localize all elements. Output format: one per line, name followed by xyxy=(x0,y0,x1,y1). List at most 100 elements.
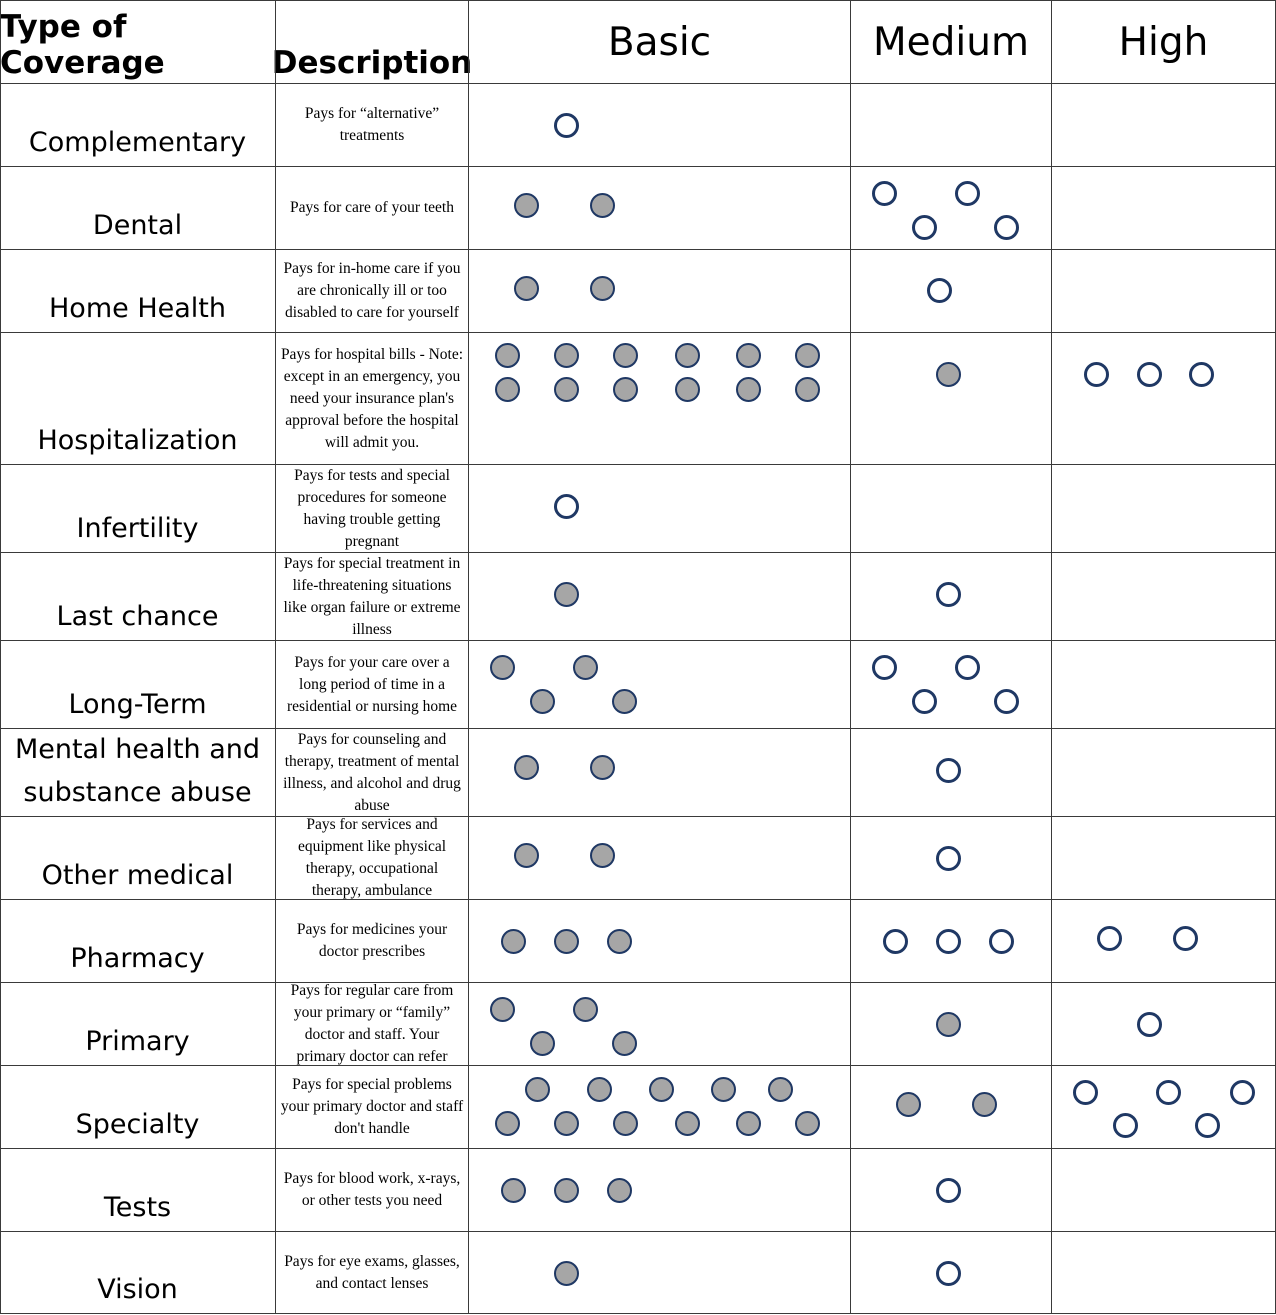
basic-filled-circle-icon xyxy=(529,688,555,714)
high-open-circle-icon xyxy=(1155,1079,1181,1105)
basic-filled-circle-icon xyxy=(589,192,615,218)
coverage-type-vision: Vision xyxy=(97,1274,178,1305)
basic-filled-circle-icon xyxy=(494,1110,520,1136)
basic-filled-circle-icon xyxy=(589,754,615,780)
coverage-description: Pays for “alternative” treatments xyxy=(276,84,468,166)
coverage-description: Pays for your care over a long period of… xyxy=(276,641,468,728)
basic-filled-circle-icon xyxy=(612,376,638,402)
basic-filled-circle-icon xyxy=(553,1110,579,1136)
coverage-type-infertility: Infertility xyxy=(76,513,199,544)
description-text: Pays for in-home care if you are chronic… xyxy=(283,260,461,321)
header-type-of-coverage: Type of Coverage xyxy=(0,9,165,81)
basic-filled-circle-icon xyxy=(572,996,598,1022)
coverage-description: Pays for medicines your doctor prescribe… xyxy=(276,900,468,982)
row-divider xyxy=(0,464,1276,465)
basic-filled-circle-icon xyxy=(489,996,515,1022)
basic-filled-circle-icon xyxy=(612,1110,638,1136)
header-description: Description xyxy=(271,45,473,81)
medium-open-circle-icon xyxy=(993,688,1019,714)
high-open-circle-icon xyxy=(1188,361,1214,387)
coverage-description: Pays for regular care from your primary … xyxy=(276,983,468,1065)
basic-filled-circle-icon xyxy=(674,376,700,402)
description-text: Pays for tests and special procedures fo… xyxy=(294,466,450,550)
basic-filled-circle-icon xyxy=(606,1177,632,1203)
row-divider xyxy=(0,1065,1276,1066)
basic-filled-circle-icon xyxy=(553,581,579,607)
description-text: Pays for hospital bills - Note: except i… xyxy=(280,345,464,451)
row-divider xyxy=(0,83,1276,84)
column-divider xyxy=(468,0,469,1314)
coverage-type-hospitalization: Hospitalization xyxy=(37,425,238,456)
column-divider xyxy=(1051,0,1052,1314)
description-text: Pays for counseling and therapy, treatme… xyxy=(283,730,461,814)
basic-filled-circle-icon xyxy=(586,1076,612,1102)
basic-filled-circle-icon xyxy=(648,1076,674,1102)
coverage-type-home-health: Home Health xyxy=(49,293,226,324)
coverage-description: Pays for special problems your primary d… xyxy=(276,1066,468,1148)
basic-filled-circle-icon xyxy=(500,928,526,954)
coverage-description: Pays for services and equipment like phy… xyxy=(276,817,468,899)
description-text: Pays for medicines your doctor prescribe… xyxy=(296,921,448,960)
description-text: Pays for eye exams, glasses, and contact… xyxy=(284,1252,460,1292)
row-divider xyxy=(0,640,1276,641)
basic-filled-circle-icon xyxy=(513,192,539,218)
coverage-description: Pays for care of your teeth xyxy=(276,167,468,249)
basic-filled-circle-icon xyxy=(513,842,539,868)
coverage-type-last-chance: Last chance xyxy=(56,601,219,632)
basic-filled-circle-icon xyxy=(494,342,520,368)
row-divider xyxy=(0,816,1276,817)
medium-filled-circle-icon xyxy=(935,361,961,387)
row-divider xyxy=(0,166,1276,167)
basic-filled-circle-icon xyxy=(494,376,520,402)
coverage-type-other-medical: Other medical xyxy=(41,860,234,891)
basic-filled-circle-icon xyxy=(674,342,700,368)
basic-filled-circle-icon xyxy=(606,928,632,954)
medium-open-circle-icon xyxy=(935,581,961,607)
medium-open-circle-icon xyxy=(935,928,961,954)
column-divider xyxy=(275,0,276,1314)
row-divider xyxy=(0,249,1276,250)
basic-filled-circle-icon xyxy=(524,1076,550,1102)
basic-filled-circle-icon xyxy=(553,1260,579,1286)
medium-open-circle-icon xyxy=(911,214,937,240)
medium-open-circle-icon xyxy=(935,845,961,871)
basic-open-circle-icon xyxy=(553,112,579,138)
row-divider xyxy=(0,552,1276,553)
basic-filled-circle-icon xyxy=(553,376,579,402)
basic-filled-circle-icon xyxy=(710,1076,736,1102)
basic-filled-circle-icon xyxy=(611,688,637,714)
basic-filled-circle-icon xyxy=(513,275,539,301)
coverage-type-primary: Primary xyxy=(85,1026,190,1057)
basic-open-circle-icon xyxy=(553,493,579,519)
coverage-type-mental-health-and-substance-abuse: Mental health and substance abuse xyxy=(14,734,261,808)
high-open-circle-icon xyxy=(1136,1011,1162,1037)
basic-filled-circle-icon xyxy=(529,1030,555,1056)
row-divider xyxy=(0,899,1276,900)
basic-filled-circle-icon xyxy=(553,1177,579,1203)
row-divider xyxy=(0,1313,1276,1314)
description-text: Pays for special problems your primary d… xyxy=(280,1076,464,1137)
row-divider xyxy=(0,1231,1276,1232)
row-divider xyxy=(0,0,1276,1)
description-text: Pays for services and equipment like phy… xyxy=(297,817,447,899)
description-text: Pays for “alternative” treatments xyxy=(304,105,440,144)
high-open-circle-icon xyxy=(1194,1112,1220,1138)
medium-open-circle-icon xyxy=(954,654,980,680)
medium-open-circle-icon xyxy=(911,688,937,714)
basic-filled-circle-icon xyxy=(735,342,761,368)
coverage-type-dental: Dental xyxy=(92,210,183,241)
basic-filled-circle-icon xyxy=(553,928,579,954)
coverage-type-pharmacy: Pharmacy xyxy=(70,943,205,974)
high-open-circle-icon xyxy=(1083,361,1109,387)
column-divider xyxy=(0,0,1,1314)
medium-open-circle-icon xyxy=(926,277,952,303)
basic-filled-circle-icon xyxy=(589,842,615,868)
medium-open-circle-icon xyxy=(871,180,897,206)
coverage-description: Pays for eye exams, glasses, and contact… xyxy=(276,1232,468,1313)
high-open-circle-icon xyxy=(1229,1079,1255,1105)
row-divider xyxy=(0,1148,1276,1149)
coverage-description: Pays for in-home care if you are chronic… xyxy=(276,250,468,332)
basic-filled-circle-icon xyxy=(500,1177,526,1203)
coverage-type-complementary: Complementary xyxy=(28,127,247,158)
